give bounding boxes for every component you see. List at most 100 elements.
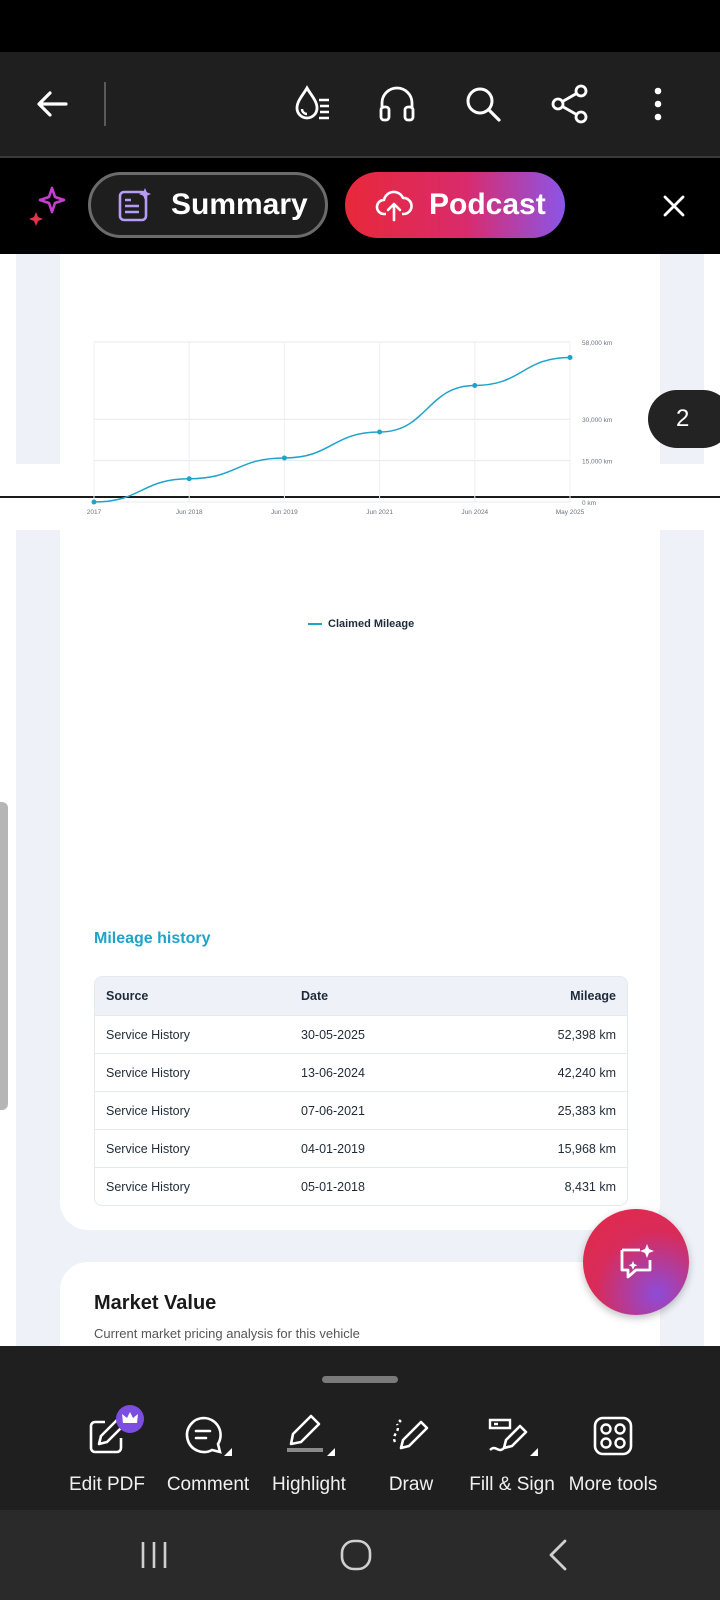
back-button[interactable] xyxy=(28,80,76,128)
search-icon xyxy=(466,87,501,122)
more-tools-icon xyxy=(593,1416,633,1456)
home-button[interactable] xyxy=(326,1530,386,1580)
data-point xyxy=(281,455,287,461)
pdf-page xyxy=(16,530,704,1346)
data-point xyxy=(377,429,383,435)
cell-mileage: 8,431 km xyxy=(564,1179,616,1194)
nav-back-button[interactable] xyxy=(528,1530,588,1580)
comment-icon xyxy=(185,1416,232,1456)
cell-date: 05-01-2018 xyxy=(301,1179,365,1194)
more-tools-button[interactable]: More tools xyxy=(558,1412,668,1508)
x-tick-label: Jun 2018 xyxy=(176,509,203,516)
premium-crown-icon xyxy=(116,1405,144,1433)
mileage-history-title: Mileage history xyxy=(94,930,211,947)
nav-back-icon xyxy=(549,1539,567,1571)
home-icon xyxy=(340,1539,372,1571)
toolbar-grabber[interactable] xyxy=(322,1376,398,1383)
draw-icon xyxy=(392,1419,429,1450)
tool-label: Draw xyxy=(388,1474,434,1495)
cell-date: 07-06-2021 xyxy=(301,1103,365,1118)
data-point xyxy=(567,354,573,360)
tool-label: Edit PDF xyxy=(68,1474,146,1495)
table-row: Service History 30-05-2025 52,398 km xyxy=(95,1015,627,1053)
market-value-card xyxy=(60,1262,660,1346)
table-row: Service History 07-06-2021 25,383 km xyxy=(95,1091,627,1129)
fill-sign-icon xyxy=(488,1418,538,1456)
close-icon xyxy=(663,195,685,217)
tool-label: Highlight xyxy=(272,1474,346,1495)
x-tick-label: 2017 xyxy=(87,509,102,516)
cell-mileage: 15,968 km xyxy=(557,1141,616,1156)
listen-button[interactable] xyxy=(373,80,421,128)
ai-assistant-fab[interactable] xyxy=(583,1209,689,1315)
legend-label: Claimed Mileage xyxy=(328,618,415,630)
cell-date: 13-06-2024 xyxy=(301,1065,365,1080)
comment-tool[interactable]: Comment xyxy=(153,1412,263,1508)
cell-source: Service History xyxy=(106,1027,191,1042)
liquid-mode-button[interactable] xyxy=(289,80,337,128)
mileage-card xyxy=(60,530,660,1230)
x-tick-label: Jun 2019 xyxy=(271,509,298,516)
market-value-title: Market Value xyxy=(94,1292,217,1314)
header-source: Source xyxy=(106,989,149,1003)
table-row: Service History 13-06-2024 42,240 km xyxy=(95,1053,627,1091)
highlight-icon xyxy=(287,1414,335,1456)
x-tick-label: May 2025 xyxy=(556,509,585,516)
mileage-table: Source Date Mileage Service History 30-0… xyxy=(94,976,628,1206)
headphones-icon xyxy=(379,86,415,122)
legend-swatch xyxy=(308,623,322,625)
close-ai-bar-button[interactable] xyxy=(650,182,698,230)
mileage-chart: 58,000 km 30,000 km 15,000 km 0 km 2017 Jun 2… xyxy=(87,340,613,516)
summary-button[interactable]: Summary xyxy=(88,172,328,238)
more-vertical-icon xyxy=(654,87,662,121)
back-arrow-icon xyxy=(37,91,68,117)
tool-label: Fill & Sign xyxy=(469,1474,555,1495)
header-date: Date xyxy=(301,989,329,1003)
series-line-claimed-mileage xyxy=(93,356,571,503)
share-button[interactable] xyxy=(546,80,594,128)
y-tick-label: 0 km xyxy=(582,500,596,507)
recent-apps-button[interactable] xyxy=(124,1530,184,1580)
previous-page-fragment xyxy=(16,254,704,464)
cell-date: 04-01-2019 xyxy=(301,1141,365,1156)
table-header-row: Source Date Mileage xyxy=(95,977,627,1015)
liquid-mode-icon xyxy=(295,85,329,120)
data-point xyxy=(186,476,192,482)
status-bar xyxy=(0,0,720,52)
ai-sparkle-icon xyxy=(29,186,66,226)
search-button[interactable] xyxy=(459,80,507,128)
bottom-toolbar: Edit PDF Comment Highlight Draw Fill & S xyxy=(0,1346,720,1510)
recent-apps-icon xyxy=(141,1542,167,1568)
top-app-bar xyxy=(0,52,720,156)
tool-label: More tools xyxy=(568,1474,658,1495)
header-mileage: Mileage xyxy=(570,989,616,1003)
scroll-handle[interactable] xyxy=(0,802,8,1110)
document-viewer[interactable] xyxy=(0,254,720,1346)
draw-tool[interactable]: Draw xyxy=(356,1412,466,1508)
summary-icon xyxy=(118,188,151,222)
cell-source: Service History xyxy=(106,1065,191,1080)
page-separator xyxy=(0,496,720,498)
top-bar-divider xyxy=(104,82,106,126)
highlight-tool[interactable]: Highlight xyxy=(254,1412,364,1508)
top-bar-rule xyxy=(0,156,720,158)
cell-mileage: 52,398 km xyxy=(557,1027,616,1042)
edit-pdf-tool[interactable]: Edit PDF xyxy=(52,1405,162,1508)
x-tick-label: Jun 2021 xyxy=(366,509,393,516)
summary-label: Summary xyxy=(171,188,308,221)
table-row: Service History 04-01-2019 15,968 km xyxy=(95,1129,627,1167)
cell-mileage: 25,383 km xyxy=(557,1103,616,1118)
page-number-badge[interactable]: 2 xyxy=(648,390,720,448)
share-icon xyxy=(551,84,588,124)
cloud-upload-icon xyxy=(375,190,413,222)
cell-source: Service History xyxy=(106,1141,191,1156)
system-navigation-bar xyxy=(0,1510,720,1600)
chart-legend: Claimed Mileage xyxy=(308,614,414,634)
y-tick-label: 58,000 km xyxy=(582,340,612,347)
tool-label: Comment xyxy=(166,1474,250,1495)
fill-sign-tool[interactable]: Fill & Sign xyxy=(457,1412,567,1508)
table-row: Service History 05-01-2018 8,431 km xyxy=(95,1167,627,1205)
y-tick-label: 15,000 km xyxy=(582,459,612,466)
overflow-menu-button[interactable] xyxy=(634,80,682,128)
podcast-button[interactable]: Podcast xyxy=(345,172,565,238)
